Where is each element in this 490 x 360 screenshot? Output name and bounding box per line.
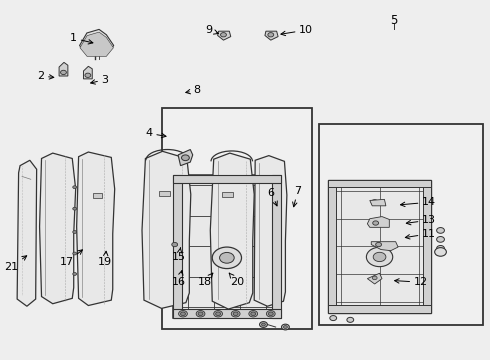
Bar — [173, 175, 182, 318]
Bar — [328, 180, 431, 313]
Polygon shape — [210, 153, 254, 309]
Circle shape — [376, 242, 382, 247]
Circle shape — [373, 252, 386, 262]
Text: 20: 20 — [229, 273, 244, 287]
Circle shape — [282, 324, 289, 330]
Polygon shape — [83, 66, 92, 79]
Circle shape — [198, 312, 203, 316]
Circle shape — [373, 221, 379, 225]
Polygon shape — [254, 156, 287, 306]
Circle shape — [212, 247, 242, 269]
Text: 13: 13 — [406, 215, 436, 225]
Circle shape — [260, 321, 268, 327]
Text: 11: 11 — [405, 229, 436, 239]
Bar — [173, 175, 281, 318]
Circle shape — [437, 237, 444, 242]
Circle shape — [220, 33, 226, 37]
Bar — [272, 175, 281, 318]
Circle shape — [214, 311, 222, 317]
Polygon shape — [40, 153, 75, 304]
Polygon shape — [265, 31, 278, 40]
Text: 17: 17 — [60, 250, 82, 267]
Circle shape — [437, 228, 444, 233]
Text: 14: 14 — [400, 197, 436, 207]
Circle shape — [262, 323, 266, 326]
Polygon shape — [178, 149, 193, 166]
Bar — [162, 108, 312, 329]
Circle shape — [268, 33, 274, 37]
Text: 10: 10 — [281, 25, 313, 36]
Text: 21: 21 — [4, 256, 26, 272]
Text: 2: 2 — [37, 71, 54, 81]
Polygon shape — [371, 242, 398, 251]
Circle shape — [251, 312, 256, 316]
Text: 15: 15 — [172, 248, 186, 262]
Polygon shape — [370, 199, 386, 206]
Circle shape — [435, 248, 446, 256]
Circle shape — [269, 312, 273, 316]
Bar — [328, 305, 431, 313]
Bar — [328, 180, 431, 187]
Bar — [173, 175, 281, 183]
Bar — [328, 180, 336, 313]
Polygon shape — [76, 152, 115, 306]
Circle shape — [283, 325, 287, 328]
Circle shape — [437, 246, 444, 251]
Circle shape — [180, 312, 185, 316]
Circle shape — [61, 70, 67, 75]
Polygon shape — [79, 30, 114, 54]
Polygon shape — [368, 217, 390, 227]
Circle shape — [181, 155, 189, 161]
Polygon shape — [17, 160, 37, 306]
Polygon shape — [218, 31, 231, 40]
Text: 4: 4 — [146, 129, 166, 138]
Circle shape — [73, 207, 76, 210]
Text: 9: 9 — [205, 25, 219, 35]
Circle shape — [249, 311, 258, 317]
Circle shape — [178, 311, 187, 317]
Circle shape — [196, 311, 205, 317]
Polygon shape — [80, 32, 113, 57]
Text: 5: 5 — [391, 14, 398, 27]
Bar — [423, 180, 431, 313]
Circle shape — [231, 311, 240, 317]
Text: 8: 8 — [186, 85, 200, 95]
Polygon shape — [222, 192, 233, 197]
Circle shape — [73, 252, 76, 255]
Circle shape — [372, 276, 377, 280]
Text: 12: 12 — [394, 277, 428, 287]
Text: 3: 3 — [91, 75, 108, 85]
Circle shape — [172, 242, 177, 247]
Circle shape — [367, 247, 392, 267]
Circle shape — [85, 73, 91, 77]
Text: 1: 1 — [70, 33, 93, 44]
Circle shape — [371, 200, 378, 205]
Circle shape — [330, 316, 337, 320]
Text: 7: 7 — [293, 186, 301, 207]
Circle shape — [220, 252, 234, 263]
Text: 16: 16 — [172, 270, 186, 287]
Bar — [318, 125, 484, 325]
Text: 19: 19 — [98, 251, 112, 267]
Bar — [173, 309, 281, 318]
Polygon shape — [368, 273, 382, 284]
Circle shape — [73, 230, 76, 233]
Text: 6: 6 — [268, 188, 277, 206]
Circle shape — [73, 273, 76, 275]
Polygon shape — [59, 62, 68, 76]
Polygon shape — [142, 151, 191, 309]
Circle shape — [267, 311, 275, 317]
Polygon shape — [93, 193, 101, 198]
Circle shape — [73, 186, 76, 189]
Circle shape — [216, 312, 220, 316]
Circle shape — [233, 312, 238, 316]
Polygon shape — [159, 191, 170, 196]
Circle shape — [347, 318, 354, 322]
Text: 18: 18 — [198, 273, 213, 287]
